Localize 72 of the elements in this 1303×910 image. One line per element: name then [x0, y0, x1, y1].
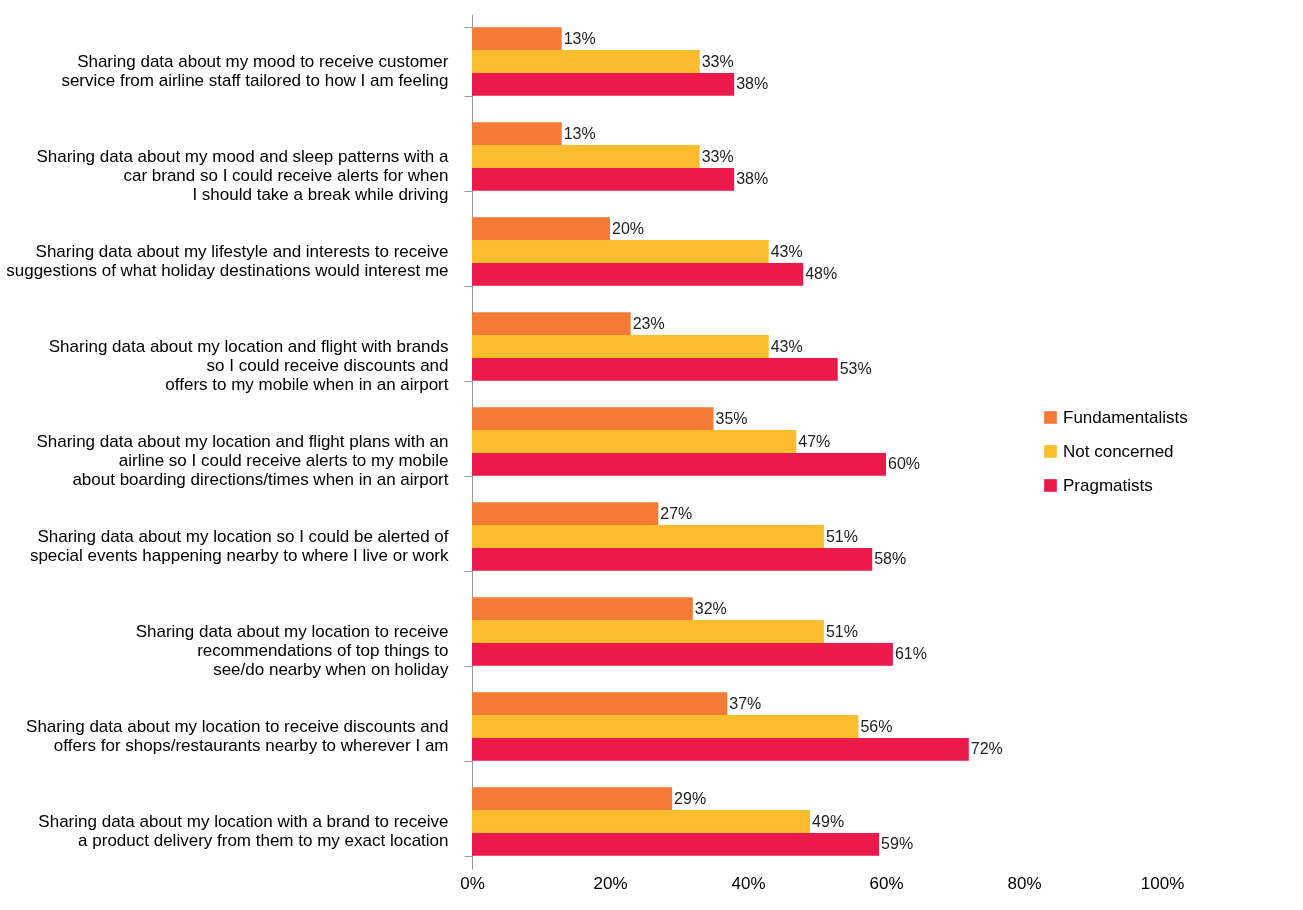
data-label: 35%: [715, 409, 748, 427]
data-label: 58%: [874, 550, 907, 568]
data-label: 47%: [798, 432, 831, 450]
data-label: 20%: [612, 219, 645, 237]
x-tick-label: 80%: [1007, 873, 1042, 893]
data-label: 38%: [736, 170, 769, 188]
data-label: 33%: [701, 147, 734, 165]
data-label: 38%: [736, 75, 769, 93]
data-label: 27%: [660, 504, 693, 522]
bar: [472, 50, 700, 73]
bar: [472, 547, 873, 571]
x-tick-label: 60%: [869, 873, 904, 893]
data-label: 43%: [770, 242, 803, 260]
bar: [472, 357, 838, 381]
data-label: 61%: [894, 645, 927, 663]
bar: [472, 312, 631, 336]
data-label: 48%: [805, 265, 838, 283]
bar: [472, 145, 700, 168]
y-tick-label: Sharing data about my location and flight with brands so I could receive discounts and offers to my mobile when in an airport: [48, 337, 449, 394]
legend-label: Pragmatists: [1063, 475, 1153, 495]
bar: [472, 737, 969, 761]
data-label: 56%: [860, 717, 893, 735]
legend-label: Not concerned: [1063, 441, 1174, 461]
y-tick-label: Sharing data about my mood and sleep patterns with a car brand so I could receive alerts for when I should take a break while driving: [36, 147, 450, 204]
bar: [472, 787, 673, 811]
data-label: 33%: [701, 52, 734, 70]
data-label: 29%: [674, 789, 707, 807]
data-label: 53%: [839, 360, 872, 378]
y-tick-label: Sharing data about my location so I could be alerted of special events happening nearby to where I live or work: [29, 527, 449, 565]
y-tick-label: Sharing data about my location and flight plans with an airline so I could receive alerts to my mobile about boarding directions/times when in an airport: [36, 432, 449, 489]
data-label: 51%: [825, 622, 858, 640]
x-tick-label: 20%: [593, 873, 628, 893]
data-label: 72%: [970, 740, 1003, 758]
y-tick-label: Sharing data about my location to receive recommendations of top things to see/do nearby when on holiday: [135, 622, 449, 679]
bar: [472, 72, 735, 96]
bar: [472, 832, 880, 856]
data-label: 32%: [694, 599, 727, 617]
data-label: 51%: [825, 527, 858, 545]
x-tick-label: 40%: [731, 873, 766, 893]
x-tick-label: 100%: [1140, 873, 1185, 893]
data-label: 13%: [563, 29, 596, 47]
bar: [472, 642, 893, 666]
data-label: 43%: [770, 337, 803, 355]
bar: [472, 407, 714, 431]
bar: [472, 715, 859, 738]
bar: [472, 122, 562, 146]
data-label: 13%: [563, 124, 596, 142]
data-label: 23%: [632, 314, 665, 332]
x-tick-label: 0%: [460, 873, 485, 893]
y-tick-label: Sharing data about my lifestyle and interests to receive suggestions of what holiday destinations would interest me: [6, 242, 449, 280]
y-tick-label: Sharing data about my mood to receive customer service from airline staff tailored to how I am feeling: [61, 52, 449, 90]
data-label: 37%: [729, 694, 762, 712]
data-label: 49%: [812, 812, 845, 830]
bar: [472, 240, 769, 263]
bar: [472, 692, 728, 716]
bar: [472, 597, 693, 621]
data-label: 60%: [888, 455, 921, 473]
bar: [472, 525, 824, 548]
legend-label: Fundamentalists: [1063, 407, 1188, 427]
y-tick-label: Sharing data about my location to receive discounts and offers for shops/restaurants nearby to wherever I am: [26, 717, 449, 755]
data-label: 59%: [881, 835, 914, 853]
bar: [472, 167, 735, 191]
bar: [472, 810, 811, 833]
bar: [472, 27, 562, 51]
bar: [472, 262, 804, 286]
y-tick-label: Sharing data about my location with a brand to receive a product delivery from them to my exact location: [38, 812, 449, 850]
bar: [472, 430, 797, 453]
bar: [472, 620, 824, 643]
bar: [472, 335, 769, 358]
bar: [472, 502, 659, 526]
bar: [472, 452, 886, 476]
bar: [472, 217, 610, 241]
